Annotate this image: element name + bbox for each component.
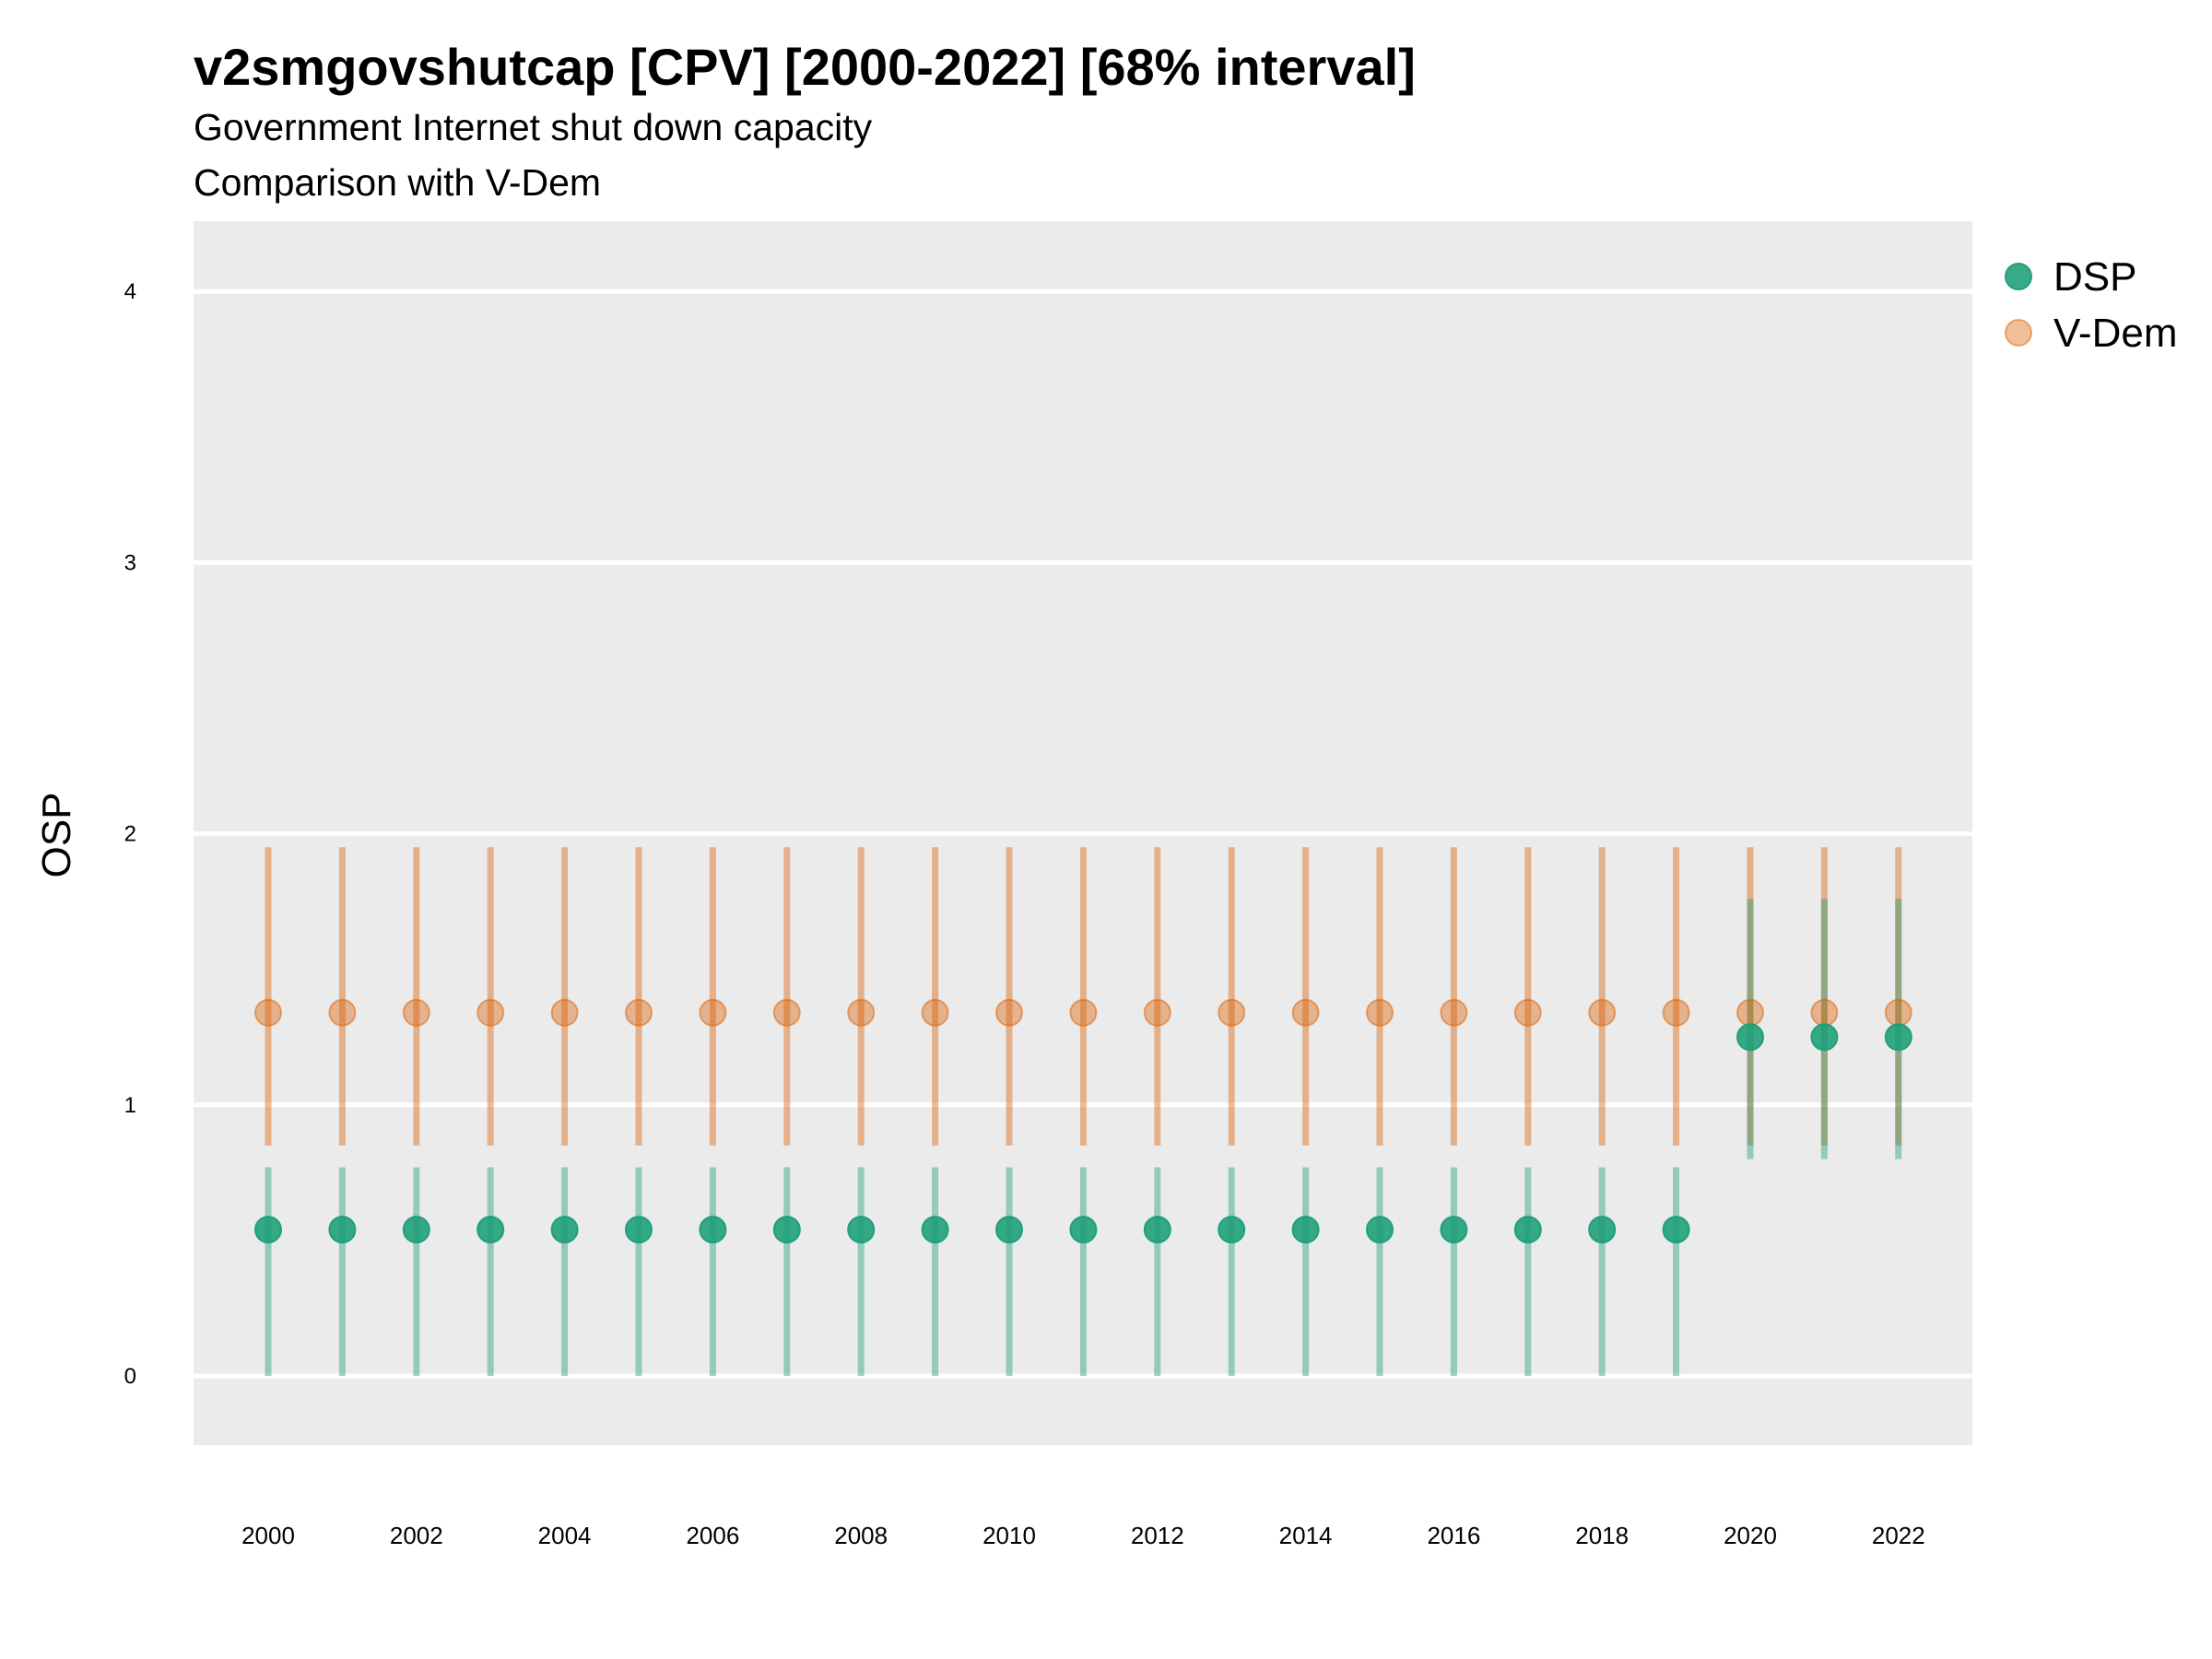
dsp-point <box>1662 1216 1690 1244</box>
vdem-point <box>328 998 357 1027</box>
dsp-point <box>402 1216 430 1244</box>
vdem-point <box>477 998 505 1027</box>
vdem-point <box>1810 998 1839 1027</box>
dsp-point <box>921 1216 949 1244</box>
dsp-point <box>1513 1216 1542 1244</box>
vdem-point <box>1440 998 1468 1027</box>
vdem-point <box>550 998 579 1027</box>
x-tick-label: 2002 <box>390 1522 443 1549</box>
x-tick-label: 2010 <box>982 1522 1036 1549</box>
x-tick-label: 2006 <box>686 1522 739 1549</box>
vdem-point <box>1662 998 1690 1027</box>
x-tick-label: 2016 <box>1427 1522 1480 1549</box>
interval-bars <box>265 847 1902 1376</box>
vdem-point <box>1736 998 1764 1027</box>
chart-caption: Comparison with V-Dem <box>194 161 601 204</box>
dsp-point <box>1440 1216 1468 1244</box>
legend-key-dsp <box>2005 263 2032 290</box>
dsp-point <box>1366 1216 1394 1244</box>
dsp-point <box>477 1216 505 1244</box>
dsp-point <box>772 1216 801 1244</box>
grid-lines <box>194 288 1972 1379</box>
y-tick-label: 1 <box>124 1093 136 1118</box>
dsp-point <box>328 1216 357 1244</box>
x-tick-label: 2018 <box>1575 1522 1629 1549</box>
dsp-point <box>550 1216 579 1244</box>
data-points <box>254 998 1912 1244</box>
dsp-point <box>699 1216 727 1244</box>
dsp-point <box>995 1216 1023 1244</box>
x-tick-label: 2022 <box>1872 1522 1925 1549</box>
vdem-point <box>995 998 1023 1027</box>
vdem-point <box>402 998 430 1027</box>
x-tick-label: 2012 <box>1131 1522 1184 1549</box>
x-tick-labels: 2000 2002 2004 2006 2008 2010 2012 2014 2016 2018… <box>241 1522 1925 1549</box>
y-tick-labels: 0 1 2 3 4 <box>124 279 136 1389</box>
y-tick-label: 0 <box>124 1364 136 1389</box>
vdem-point <box>1291 998 1320 1027</box>
dsp-point <box>1810 1023 1839 1052</box>
vdem-point <box>1069 998 1098 1027</box>
x-tick-label: 2000 <box>241 1522 295 1549</box>
vdem-point <box>772 998 801 1027</box>
vdem-point <box>1143 998 1171 1027</box>
dsp-point <box>1143 1216 1171 1244</box>
y-tick-label: 2 <box>124 822 136 847</box>
vdem-point <box>847 998 876 1027</box>
vdem-point <box>1513 998 1542 1027</box>
dsp-point <box>847 1216 876 1244</box>
y-tick-label: 3 <box>124 550 136 575</box>
legend: DSP V-Dem <box>2005 254 2177 356</box>
dsp-point <box>254 1216 282 1244</box>
dsp-point <box>625 1216 653 1244</box>
x-tick-label: 2014 <box>1279 1522 1333 1549</box>
vdem-point <box>625 998 653 1027</box>
x-tick-label: 2008 <box>834 1522 888 1549</box>
legend-key-vdem <box>2005 319 2032 347</box>
dsp-point <box>1884 1023 1912 1052</box>
dsp-point <box>1588 1216 1617 1244</box>
chart-title: v2smgovshutcap [CPV] [2000-2022] [68% in… <box>194 38 1416 96</box>
dsp-point <box>1218 1216 1246 1244</box>
legend-label-dsp: DSP <box>2053 254 2136 300</box>
chart-subtitle: Government Internet shut down capacity <box>194 106 873 148</box>
vdem-point <box>1588 998 1617 1027</box>
dsp-point <box>1291 1216 1320 1244</box>
vdem-point <box>1218 998 1246 1027</box>
vdem-point <box>254 998 282 1027</box>
y-tick-label: 4 <box>124 279 136 304</box>
vdem-point <box>921 998 949 1027</box>
vdem-point <box>1884 998 1912 1027</box>
legend-label-vdem: V-Dem <box>2053 311 2177 356</box>
dsp-point <box>1736 1023 1764 1052</box>
dsp-point <box>1069 1216 1098 1244</box>
vdem-point <box>699 998 727 1027</box>
x-tick-label: 2004 <box>538 1522 592 1549</box>
vdem-point <box>1366 998 1394 1027</box>
x-tick-label: 2020 <box>1724 1522 1777 1549</box>
y-axis-label: OSP <box>34 793 79 878</box>
